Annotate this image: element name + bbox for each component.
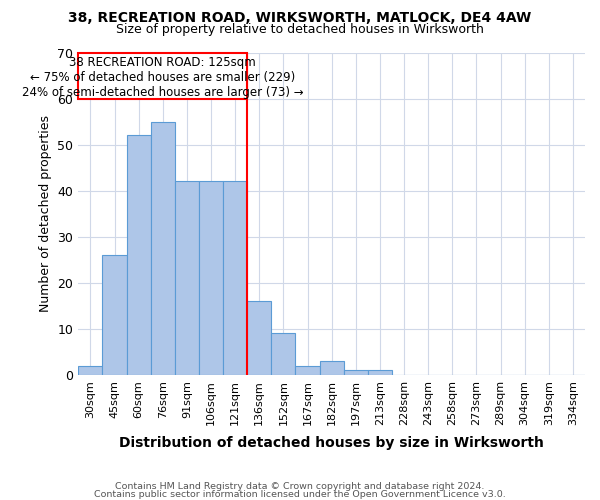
Bar (223, 182, 247, 375)
Y-axis label: Number of detached properties: Number of detached properties (39, 115, 52, 312)
FancyBboxPatch shape (79, 52, 247, 98)
Text: ← 75% of detached houses are smaller (229): ← 75% of detached houses are smaller (22… (30, 71, 295, 84)
Bar (127, 136, 151, 375)
Text: 38 RECREATION ROAD: 125sqm: 38 RECREATION ROAD: 125sqm (70, 56, 256, 69)
Text: Contains HM Land Registry data © Crown copyright and database right 2024.: Contains HM Land Registry data © Crown c… (115, 482, 485, 491)
Bar (151, 122, 175, 375)
Text: 38, RECREATION ROAD, WIRKSWORTH, MATLOCK, DE4 4AW: 38, RECREATION ROAD, WIRKSWORTH, MATLOCK… (68, 12, 532, 26)
Bar (199, 182, 223, 375)
X-axis label: Distribution of detached houses by size in Wirksworth: Distribution of detached houses by size … (119, 436, 544, 450)
Bar (368, 370, 392, 375)
Text: 24% of semi-detached houses are larger (73) →: 24% of semi-detached houses are larger (… (22, 86, 304, 98)
Bar (295, 366, 320, 375)
Bar (271, 334, 295, 375)
Text: Contains public sector information licensed under the Open Government Licence v3: Contains public sector information licen… (94, 490, 506, 499)
Bar (320, 361, 344, 375)
Bar (103, 255, 127, 375)
Bar (344, 370, 368, 375)
Bar (247, 301, 271, 375)
Bar (79, 366, 103, 375)
Text: Size of property relative to detached houses in Wirksworth: Size of property relative to detached ho… (116, 24, 484, 36)
Bar (175, 182, 199, 375)
